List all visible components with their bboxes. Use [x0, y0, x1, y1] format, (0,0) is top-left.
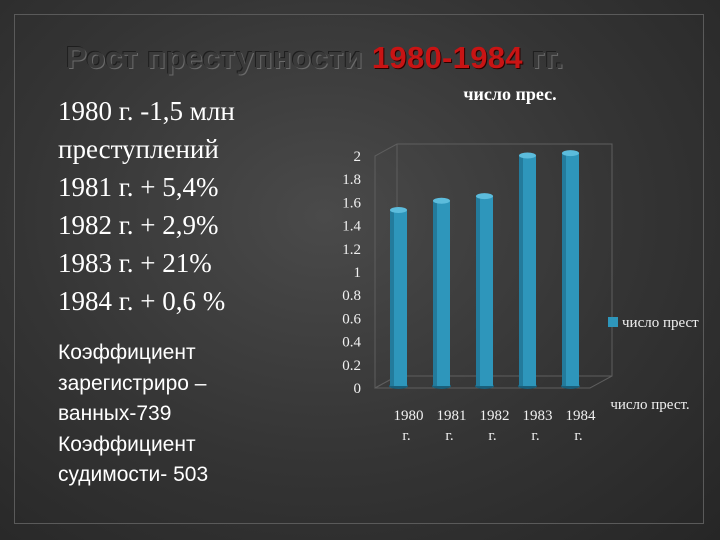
- coef-line: ванных-739: [58, 402, 172, 425]
- stats-line: 1980 г. -1,5 млн: [58, 96, 235, 126]
- coef-line: Коэффициент: [58, 341, 196, 364]
- y-tick-label: 0.8: [342, 288, 361, 304]
- y-tick-label: 1.8: [342, 172, 361, 188]
- bar-shade: [390, 210, 394, 386]
- bar: [433, 200, 450, 386]
- bar-top: [519, 152, 536, 159]
- depth-axis-label: число прест.: [610, 397, 689, 413]
- y-tick-label: 2: [354, 149, 362, 165]
- bar-top: [476, 193, 493, 200]
- y-tick-label: 1.2: [342, 242, 361, 258]
- coefficients-block: Коэффициент зарегистриро – ванных-739 Ко…: [58, 338, 318, 491]
- y-tick-label: 0: [354, 381, 362, 397]
- y-tick-label: 0.2: [342, 358, 361, 374]
- x-tick-label: г.: [574, 428, 582, 444]
- chart-title: число прес.: [463, 84, 556, 104]
- title-suffix: гг.: [522, 40, 564, 75]
- bar-shade: [562, 153, 566, 386]
- bar-shade: [476, 196, 480, 386]
- stats-line: 1982 г. + 2,9%: [58, 210, 219, 240]
- title-years: 1980-1984: [371, 40, 523, 75]
- stats-line: 1984 г. + 0,6 %: [58, 286, 226, 316]
- x-tick-label: 1981: [437, 408, 467, 424]
- slide-title: Рост преступности 1980-1984 гг.: [66, 40, 564, 76]
- bar: [519, 155, 536, 386]
- x-tick-label: 1980: [394, 408, 424, 424]
- x-tick-label: г.: [488, 428, 496, 444]
- bar: [562, 153, 579, 386]
- y-tick-label: 1.4: [342, 219, 361, 235]
- legend-swatch: [608, 317, 618, 327]
- bar: [476, 196, 493, 386]
- stats-line: 1981 г. + 5,4%: [58, 172, 219, 202]
- y-tick-label: 0.6: [342, 311, 361, 327]
- x-tick-label: 1982: [480, 408, 510, 424]
- bar-top: [433, 197, 450, 204]
- bar-shade: [519, 155, 523, 386]
- title-text: Рост преступности: [66, 40, 372, 75]
- y-tick-label: 1.6: [342, 195, 361, 211]
- floor-plane: [374, 375, 613, 389]
- y-tick-label: 0.4: [342, 335, 361, 351]
- bar: [390, 210, 407, 386]
- x-tick-label: г.: [445, 428, 453, 444]
- x-tick-label: 1984: [566, 408, 597, 424]
- coef-line: Коэффициент: [58, 432, 196, 456]
- bar-shade: [433, 200, 437, 386]
- legend-label: число прест: [622, 315, 699, 331]
- coef-line: судимости- 503: [58, 463, 209, 486]
- bar-top: [562, 150, 579, 157]
- slide-frame: [14, 14, 704, 524]
- crime-stats-list: 1980 г. -1,5 млн преступлений 1981 г. + …: [58, 92, 328, 320]
- x-tick-label: г.: [402, 428, 410, 444]
- stats-line: преступлений: [58, 134, 219, 164]
- coef-line: зарегистриро –: [58, 371, 207, 395]
- x-tick-label: 1983: [523, 408, 553, 424]
- stats-line: 1983 г. + 21%: [58, 248, 212, 278]
- x-tick-label: г.: [531, 428, 539, 444]
- y-tick-label: 1: [354, 265, 362, 281]
- bar-top: [390, 207, 407, 213]
